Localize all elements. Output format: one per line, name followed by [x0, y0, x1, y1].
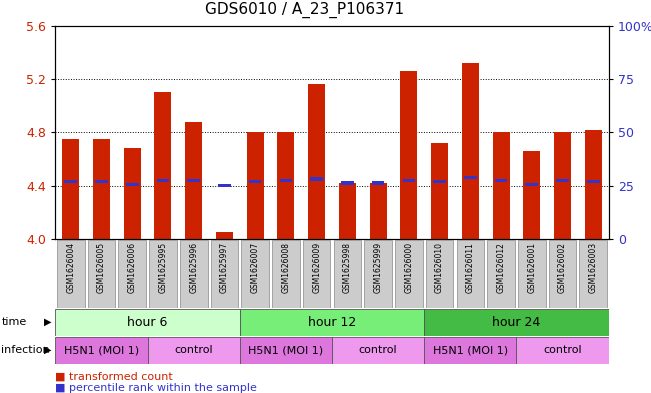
Bar [124, 148, 141, 239]
FancyBboxPatch shape [456, 240, 484, 308]
Bar [434, 180, 446, 183]
Text: GSM1626008: GSM1626008 [281, 242, 290, 293]
Bar [249, 180, 262, 183]
Bar [157, 178, 169, 182]
Bar [126, 183, 139, 186]
Bar [400, 71, 417, 239]
Text: GSM1625996: GSM1625996 [189, 242, 198, 293]
Bar [308, 84, 325, 239]
FancyBboxPatch shape [180, 240, 208, 308]
Bar [218, 184, 230, 187]
Text: control: control [359, 345, 397, 355]
FancyBboxPatch shape [549, 240, 576, 308]
Text: GSM1626001: GSM1626001 [527, 242, 536, 293]
Bar [585, 130, 602, 239]
Bar [424, 309, 609, 336]
FancyBboxPatch shape [242, 240, 269, 308]
FancyBboxPatch shape [487, 240, 515, 308]
Text: GSM1626000: GSM1626000 [404, 242, 413, 293]
FancyBboxPatch shape [210, 240, 238, 308]
Bar [279, 178, 292, 182]
Bar [240, 337, 332, 364]
Text: H5N1 (MOI 1): H5N1 (MOI 1) [248, 345, 324, 355]
Bar [148, 337, 240, 364]
Bar [216, 232, 233, 239]
FancyBboxPatch shape [518, 240, 546, 308]
Text: ▶: ▶ [44, 317, 51, 327]
Bar [424, 337, 516, 364]
Bar [93, 139, 110, 239]
Text: GSM1626007: GSM1626007 [251, 242, 260, 293]
Bar [370, 183, 387, 239]
Text: GSM1626003: GSM1626003 [589, 242, 598, 293]
Text: H5N1 (MOI 1): H5N1 (MOI 1) [433, 345, 508, 355]
Bar [64, 180, 77, 183]
Bar [55, 337, 148, 364]
Text: ■ transformed count: ■ transformed count [55, 371, 173, 382]
Bar [556, 178, 569, 182]
Text: GSM1626011: GSM1626011 [466, 242, 475, 292]
FancyBboxPatch shape [149, 240, 177, 308]
FancyBboxPatch shape [395, 240, 422, 308]
Bar [339, 183, 356, 239]
Text: GSM1626009: GSM1626009 [312, 242, 321, 293]
Text: GSM1626004: GSM1626004 [66, 242, 76, 293]
Bar [525, 183, 538, 186]
Bar [523, 151, 540, 239]
Text: GDS6010 / A_23_P106371: GDS6010 / A_23_P106371 [205, 2, 404, 18]
Text: GSM1626006: GSM1626006 [128, 242, 137, 293]
Bar [372, 181, 385, 185]
FancyBboxPatch shape [118, 240, 146, 308]
Bar [587, 180, 600, 183]
Text: H5N1 (MOI 1): H5N1 (MOI 1) [64, 345, 139, 355]
Text: GSM1625998: GSM1625998 [343, 242, 352, 293]
Text: hour 24: hour 24 [492, 316, 540, 329]
FancyBboxPatch shape [88, 240, 115, 308]
FancyBboxPatch shape [272, 240, 299, 308]
Bar [464, 176, 477, 179]
FancyBboxPatch shape [333, 240, 361, 308]
Text: ▶: ▶ [44, 345, 51, 355]
Bar [516, 337, 609, 364]
Bar [311, 177, 323, 181]
Text: GSM1626002: GSM1626002 [558, 242, 567, 293]
Text: control: control [174, 345, 213, 355]
Text: time: time [1, 317, 27, 327]
Bar [495, 178, 507, 182]
Bar [154, 92, 171, 239]
Text: GSM1625999: GSM1625999 [374, 242, 383, 293]
Text: control: control [544, 345, 582, 355]
Bar [554, 132, 571, 239]
Bar [187, 178, 200, 182]
Text: GSM1625995: GSM1625995 [158, 242, 167, 293]
Bar [240, 309, 424, 336]
Text: GSM1626010: GSM1626010 [435, 242, 444, 293]
Bar [402, 178, 415, 182]
Text: infection: infection [1, 345, 50, 355]
Bar [431, 143, 448, 239]
Text: hour 12: hour 12 [308, 316, 356, 329]
FancyBboxPatch shape [365, 240, 392, 308]
FancyBboxPatch shape [303, 240, 331, 308]
Text: GSM1626005: GSM1626005 [97, 242, 106, 293]
Bar [341, 181, 353, 185]
Bar [55, 309, 240, 336]
Text: GSM1625997: GSM1625997 [220, 242, 229, 293]
FancyBboxPatch shape [426, 240, 454, 308]
Bar [332, 337, 424, 364]
Bar [493, 132, 510, 239]
Text: ■ percentile rank within the sample: ■ percentile rank within the sample [55, 383, 257, 393]
Bar [95, 180, 108, 183]
Text: GSM1626012: GSM1626012 [497, 242, 506, 292]
FancyBboxPatch shape [57, 240, 85, 308]
Bar [277, 132, 294, 239]
Bar [462, 63, 478, 239]
Bar [62, 139, 79, 239]
Bar [247, 132, 264, 239]
FancyBboxPatch shape [579, 240, 607, 308]
Text: hour 6: hour 6 [128, 316, 168, 329]
Bar [186, 121, 202, 239]
